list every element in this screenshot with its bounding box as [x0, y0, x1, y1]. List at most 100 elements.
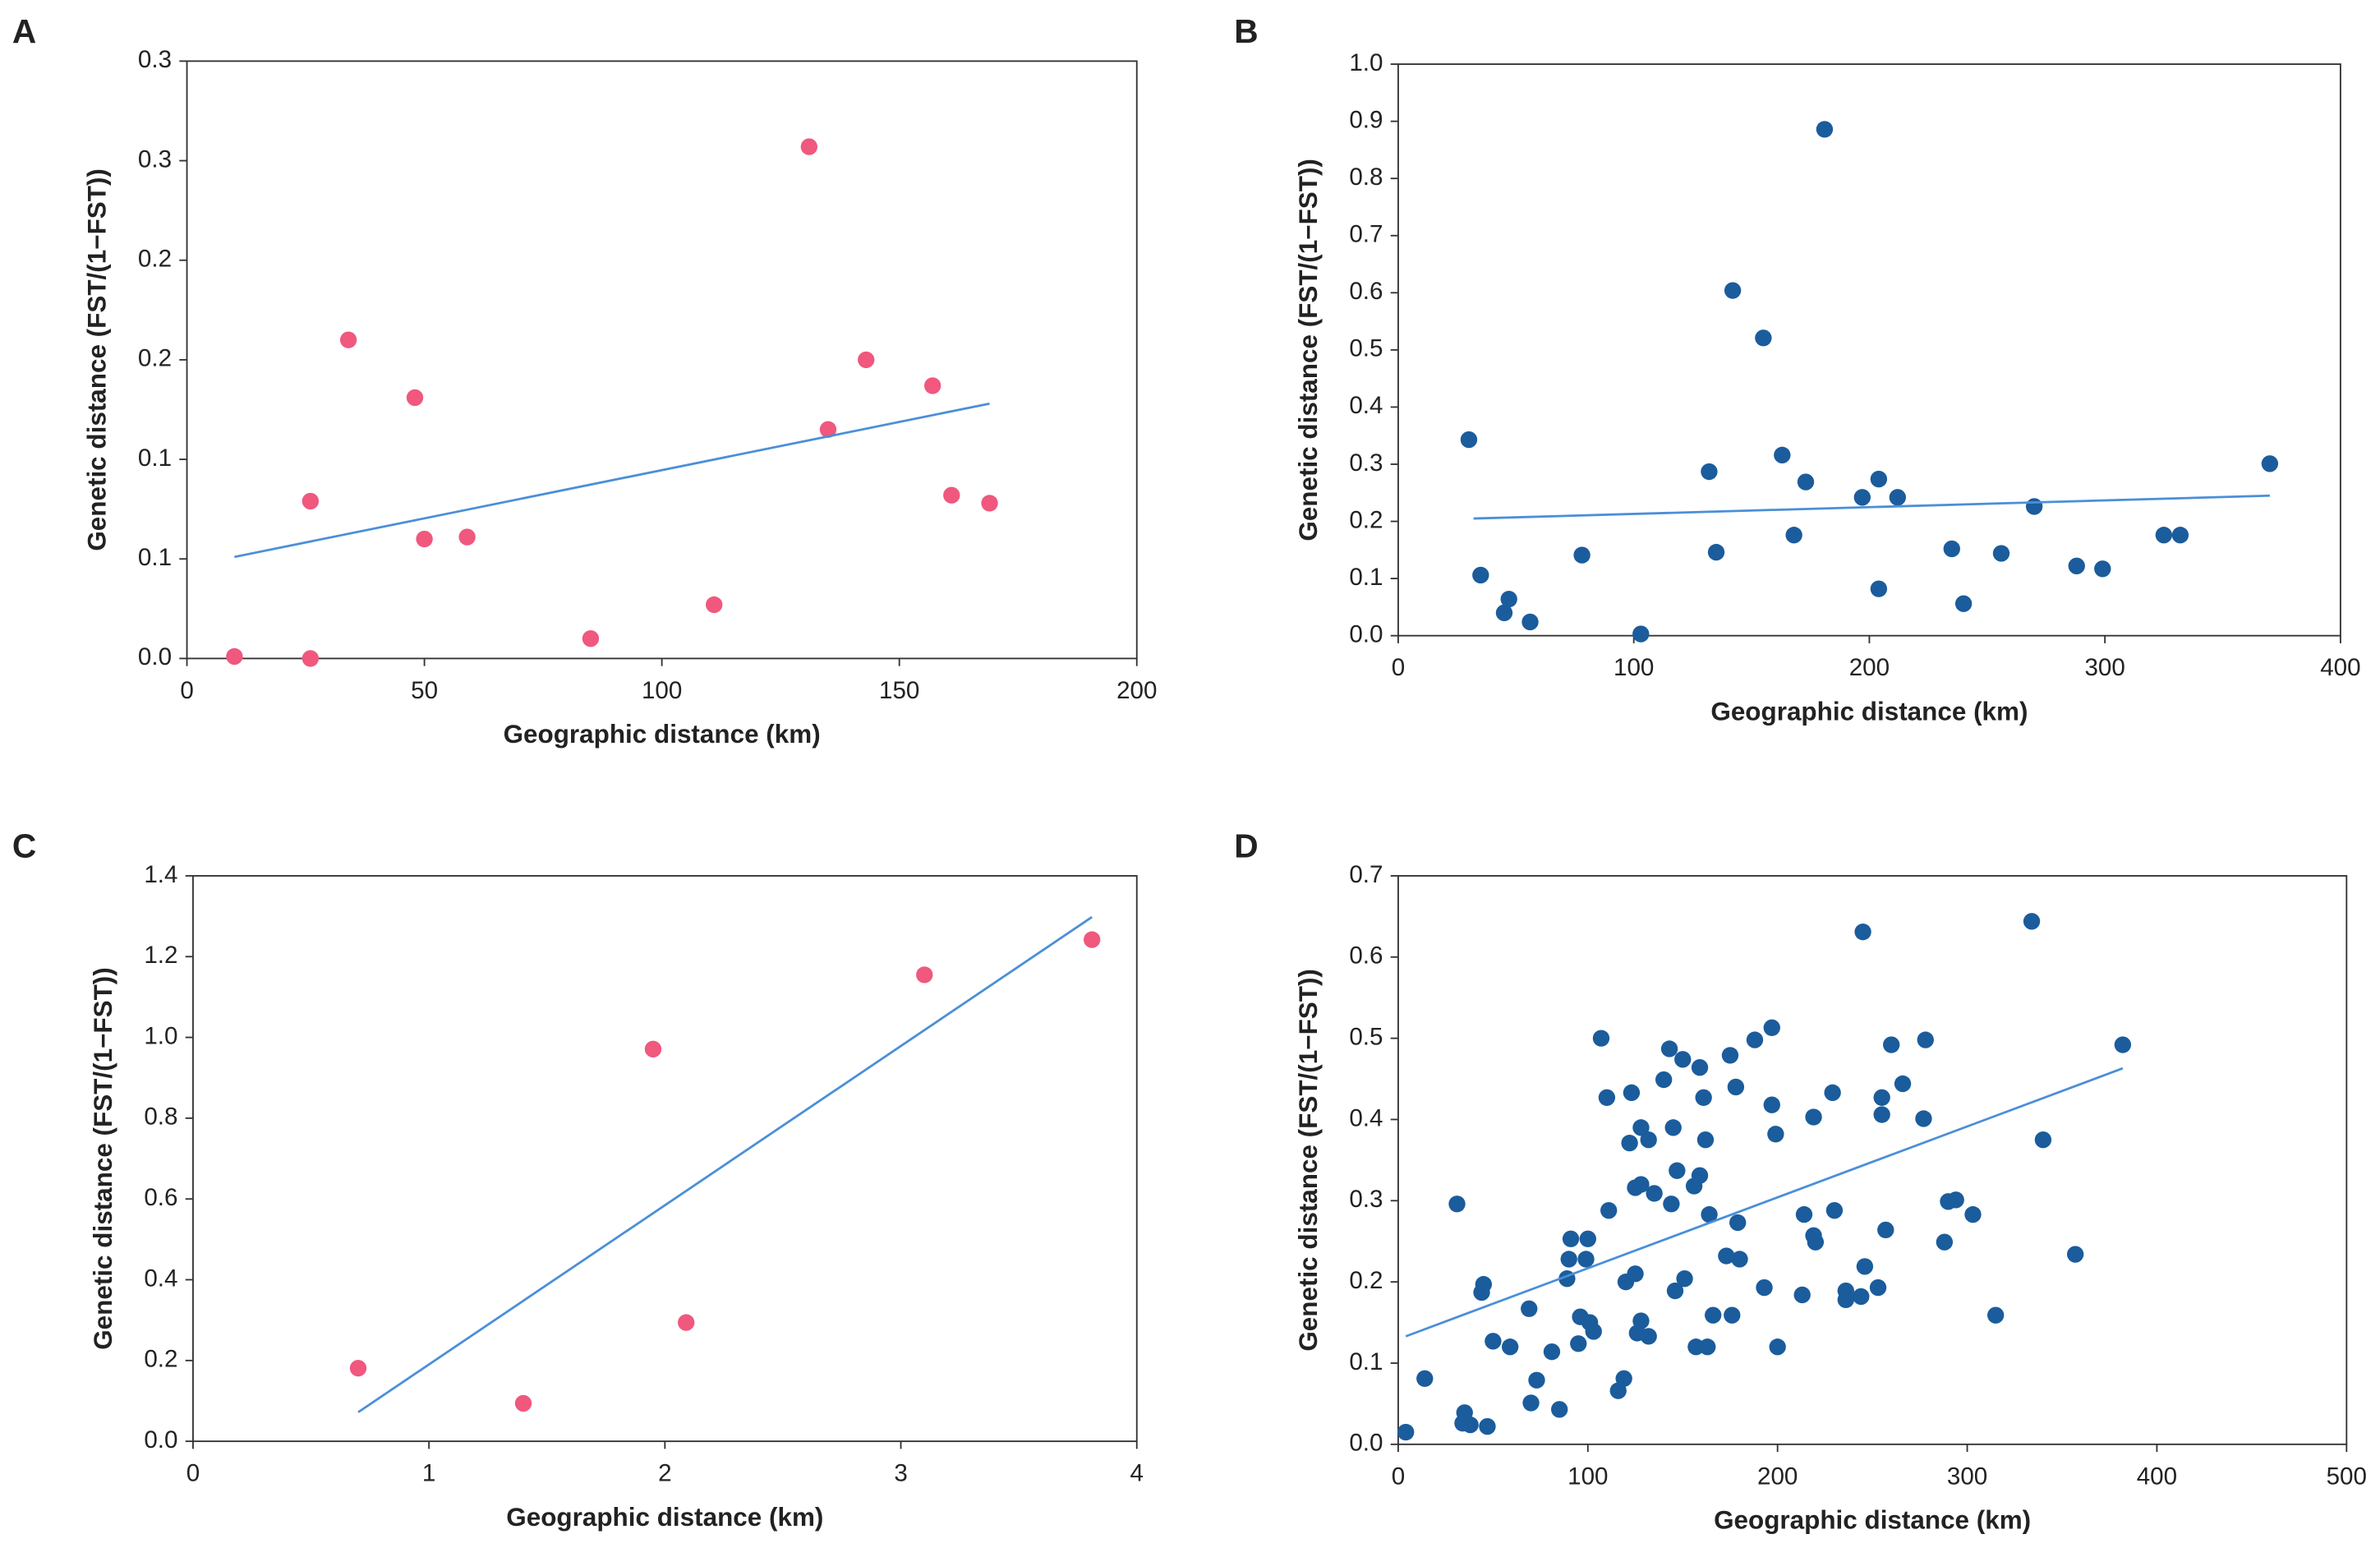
scatter-point	[1718, 1247, 1735, 1265]
x-tick-label: 500	[2327, 1463, 2367, 1490]
scatter-point	[1640, 1328, 1657, 1345]
scatter-point	[1397, 1423, 1415, 1441]
scatter-point	[1570, 1335, 1587, 1352]
y-tick-label: 0.0	[1349, 620, 1383, 647]
scatter-point	[1615, 1370, 1632, 1387]
scatter-point	[1522, 1394, 1540, 1412]
scatter-point	[1954, 595, 1973, 612]
plot-frame	[192, 875, 1138, 1443]
scatter-point	[1756, 1278, 1773, 1297]
scatter-point	[1627, 1265, 1644, 1283]
panel-letter: D	[1234, 827, 1258, 864]
y-tick-label: 0.7	[1349, 861, 1383, 888]
scatter-point	[1877, 1221, 1894, 1239]
y-tick-label: 0.8	[1349, 164, 1383, 191]
scatter-point	[1724, 282, 1742, 299]
panel-letter: B	[1234, 12, 1258, 50]
scatter-point	[2034, 1131, 2052, 1149]
scatter-point	[644, 1040, 662, 1057]
x-tick-label: 300	[2084, 654, 2125, 681]
y-tick-label: 0.4	[144, 1265, 177, 1292]
x-tick-label: 300	[1947, 1463, 1987, 1490]
scatter-point	[1084, 931, 1101, 948]
scatter-point	[1807, 1233, 1825, 1251]
scatter-point	[1621, 1134, 1638, 1152]
y-tick-label: 0.2	[138, 345, 172, 372]
panel-letter: C	[12, 827, 36, 864]
y-axis-title: Genetic distance (FST/(1−FST))	[83, 168, 112, 551]
y-tick-label: 1.4	[144, 861, 177, 888]
x-tick-label: 1	[422, 1460, 435, 1487]
y-tick-label: 0.2	[138, 246, 172, 273]
scatter-point	[1797, 473, 1815, 491]
panel-letter: A	[12, 12, 36, 50]
scatter-point	[1669, 1162, 1686, 1179]
scatter-point	[1721, 1047, 1739, 1064]
scatter-point	[1655, 1071, 1673, 1089]
scatter-point	[1416, 1370, 1434, 1387]
y-axis-title: Genetic distance (FST/(1−FST))	[89, 967, 117, 1350]
y-tick-label: 0.4	[1349, 392, 1383, 419]
x-tick-label: 0	[186, 1460, 200, 1487]
scatter-point	[1585, 1323, 1602, 1340]
x-tick-label: 4	[1130, 1460, 1144, 1487]
scatter-point	[582, 629, 600, 647]
scatter-point	[1727, 1078, 1745, 1096]
y-tick-label: 0.6	[1349, 278, 1383, 305]
scatter-point	[1774, 446, 1791, 464]
scatter-point	[800, 138, 818, 155]
x-axis-title: Geographic distance (km)	[506, 1503, 823, 1532]
y-tick-label: 0.5	[1349, 335, 1383, 362]
scatter-point	[302, 492, 320, 510]
y-tick-label: 1.2	[144, 942, 177, 969]
scatter-point	[2066, 1246, 2084, 1263]
trend-line	[1405, 1067, 2124, 1338]
x-tick-label: 0	[180, 677, 193, 704]
y-tick-label: 0.3	[1349, 449, 1383, 477]
scatter-point	[1701, 463, 1718, 481]
scatter-point	[1472, 566, 1489, 584]
x-tick-label: 100	[642, 677, 682, 704]
scatter-point	[1873, 1089, 1890, 1106]
scatter-point	[1600, 1201, 1618, 1219]
scatter-point	[1579, 1230, 1596, 1247]
scatter-point	[1501, 1338, 1519, 1356]
scatter-point	[1724, 1306, 1741, 1324]
scatter-point	[1676, 1270, 1693, 1288]
scatter-point	[1795, 1205, 1813, 1223]
scatter-point	[1495, 604, 1513, 622]
scatter-point	[1805, 1108, 1822, 1126]
y-tick-label: 0.1	[138, 445, 172, 472]
scatter-point	[1592, 1030, 1610, 1047]
y-tick-label: 0.7	[1349, 221, 1383, 248]
scatter-point	[1729, 1214, 1747, 1232]
scatter-point	[1479, 1417, 1496, 1435]
scatter-point	[1769, 1338, 1786, 1356]
scatter-point	[1707, 543, 1725, 561]
scatter-point	[1696, 1131, 1715, 1149]
y-tick-label: 0.1	[1349, 564, 1383, 591]
x-tick-label: 2	[658, 1460, 671, 1487]
scatter-point	[1731, 1251, 1748, 1268]
scatter-point	[858, 351, 875, 369]
scatter-point	[1793, 1286, 1811, 1304]
y-tick-label: 0.0	[138, 643, 172, 670]
scatter-point	[1705, 1306, 1722, 1324]
scatter-point	[2261, 455, 2279, 472]
scatter-point	[1869, 1278, 1887, 1297]
y-tick-label: 0.1	[1349, 1348, 1383, 1375]
scatter-point	[1666, 1282, 1684, 1300]
scatter-point	[943, 486, 960, 504]
scatter-point	[226, 647, 243, 666]
scatter-point	[916, 966, 933, 984]
scatter-point	[1485, 1333, 1502, 1350]
scatter-point	[1856, 1258, 1874, 1275]
y-tick-label: 0.2	[1349, 506, 1383, 533]
scatter-point	[1632, 1312, 1650, 1329]
scatter-point	[1987, 1306, 2005, 1324]
scatter-point	[1936, 1233, 1954, 1251]
y-tick-label: 0.6	[1349, 942, 1383, 970]
scatter-point	[1598, 1089, 1616, 1106]
scatter-point	[1500, 590, 1517, 608]
